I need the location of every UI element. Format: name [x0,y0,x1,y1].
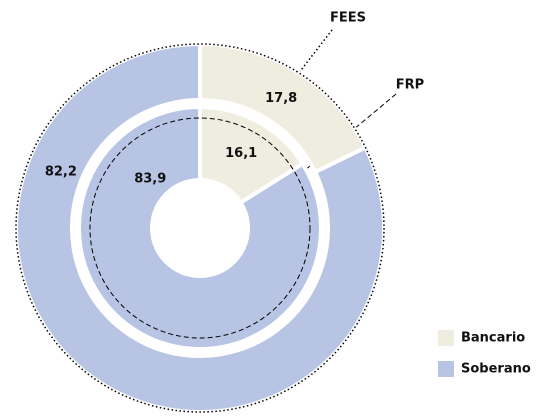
outer-outline [15,43,385,413]
legend-label: Soberano [461,362,531,377]
legend-swatch [438,361,454,377]
donut-segment [14,41,386,414]
data-label: 17,8 [265,91,297,106]
data-label: 83,9 [134,171,166,186]
data-label: 82,2 [45,164,77,179]
fees-leader [297,29,333,75]
ring-name: FRP [396,78,424,93]
legend-label: Bancario [461,331,525,346]
legend-swatch [438,330,454,346]
ring-name: FEES [330,11,366,26]
inner-outline [89,117,311,339]
data-label: 16,1 [225,146,257,161]
donut-segment [77,104,323,351]
